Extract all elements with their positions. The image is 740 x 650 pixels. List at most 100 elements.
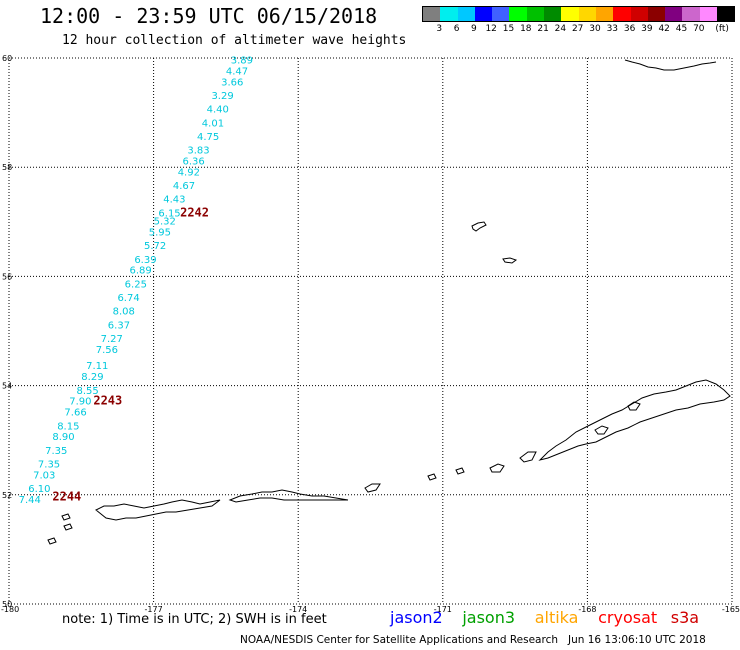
wave-height-label: 8.29 [81, 372, 103, 383]
sat-jason3: jason3 [462, 608, 516, 627]
legend-swatch [509, 7, 527, 21]
wave-height-label: 6.25 [125, 279, 147, 290]
legend-swatch [544, 7, 562, 21]
map-subtitle: 12 hour collection of altimeter wave hei… [62, 33, 407, 48]
wave-height-label: 7.11 [86, 361, 108, 372]
island-e4 [455, 467, 465, 475]
legend-label: 45 [675, 24, 688, 34]
lon-tick-label: -180 [1, 605, 19, 614]
island-st-george [502, 257, 518, 264]
wave-height-label: 3.83 [187, 146, 209, 157]
credit-footer: NOAA/NESDIS Center for Satellite Applica… [240, 634, 706, 646]
island-e3 [489, 463, 505, 473]
wave-height-label: 8.90 [52, 432, 74, 443]
sat-s3a: s3a [670, 608, 700, 627]
wave-height-label: 4.92 [178, 167, 200, 178]
wave-height-label: 7.44 [19, 495, 41, 506]
island-mid [364, 483, 381, 493]
legend-label: 42 [658, 24, 670, 34]
legend-label: 9 [471, 24, 477, 34]
legend-label: 6 [453, 24, 460, 34]
legend-swatch [665, 7, 683, 21]
legend-swatch [630, 7, 648, 21]
legend-label: (ft) [715, 24, 729, 34]
alaska-coast [624, 59, 717, 71]
legend-swatch [647, 7, 666, 21]
island-e2 [519, 451, 537, 463]
lon-tick-label: -174 [289, 605, 307, 614]
aleutian-west [95, 499, 221, 521]
lon-tick-label: -171 [434, 605, 452, 614]
legend-label: 33 [606, 24, 619, 34]
wave-height-label: 7.27 [101, 334, 123, 345]
legend-label: 3 [436, 24, 443, 34]
wave-height-label: 3.66 [221, 77, 243, 88]
legend-labels: 3 6 9 12 15 18 21 24 27 30 33 36 39 42 45 70 (ft) [422, 22, 735, 36]
wave-height-label: 7.35 [38, 460, 60, 471]
wave-height-label: 5.95 [149, 227, 171, 238]
wave-height-label: 5.72 [144, 241, 166, 252]
wave-height-label: 6.39 [134, 255, 156, 266]
legend-label: 70 [693, 24, 705, 34]
wave-height-label: 8.15 [57, 421, 79, 432]
legend-label: 27 [571, 24, 584, 34]
legend-swatch [440, 7, 458, 21]
lat-tick-label: 56 [2, 272, 12, 281]
wave-height-label: 6.89 [130, 266, 152, 277]
wave-height-label: 6.36 [183, 156, 205, 167]
sat-jason2: jason2 [390, 608, 443, 627]
lon-tick-label: -168 [578, 605, 596, 614]
time-labels: 2242 2243 2244 [52, 205, 209, 503]
sat-cryosat: cryosat [598, 608, 658, 627]
legend-swatches [422, 6, 736, 22]
legend-swatch [526, 7, 545, 21]
wave-height-label: 7.35 [45, 446, 67, 457]
wave-height-label: 6.37 [108, 320, 130, 331]
units-note: note: 1) Time is in UTC; 2) SWH is in fe… [62, 612, 327, 627]
aleutian-central [228, 489, 349, 503]
island-w3 [47, 537, 57, 545]
legend-swatch [613, 7, 631, 21]
wave-height-label: 4.01 [202, 118, 224, 129]
island-e1 [594, 425, 609, 435]
map-frame [8, 57, 733, 605]
wave-height-label: 4.75 [197, 132, 219, 143]
wave-height-label: 3.29 [211, 91, 233, 102]
satellite-legend: jason2 jason3 altika cryosat s3a [390, 608, 709, 627]
legend-label: 21 [537, 24, 549, 34]
wave-height-label: 6.15 [158, 208, 180, 219]
legend-label: 15 [502, 24, 515, 34]
legend-label: 30 [589, 24, 601, 34]
wave-height-label: 7.03 [33, 470, 55, 481]
color-legend: 3 6 9 12 15 18 21 24 27 30 33 36 39 42 45 70 (ft) [422, 6, 736, 36]
lat-tick-label: 58 [2, 163, 12, 172]
wave-height-label: 8.55 [76, 386, 98, 397]
island-st-paul [471, 221, 487, 232]
wave-labels: 3.894.473.66 3.29 4.40 4.01 4.75 3.836.364.92… [19, 55, 253, 506]
lat-tick-label: 50 [2, 600, 12, 609]
wave-height-label: 6.10 [28, 484, 50, 495]
legend-swatch [682, 7, 700, 21]
legend-label: 39 [641, 24, 653, 34]
legend-swatch [474, 7, 493, 21]
legend-swatch [578, 7, 596, 21]
lat-tick-label: 54 [2, 382, 12, 391]
legend-swatch [595, 7, 614, 21]
island-w2 [63, 523, 73, 531]
wave-height-label: 4.40 [207, 105, 229, 116]
lon-tick-label: -177 [145, 605, 163, 614]
legend-swatch [717, 7, 735, 21]
legend-label: 24 [554, 24, 567, 34]
gridlines [8, 57, 733, 605]
wave-height-label: 8.08 [113, 307, 135, 318]
legend-swatch [457, 7, 475, 21]
wave-height-label: 4.67 [173, 181, 195, 192]
legend-swatch [699, 7, 718, 21]
legend-label: 36 [623, 24, 636, 34]
wave-height-label: 7.56 [96, 345, 118, 356]
wave-height-label: 7.90 [69, 397, 91, 408]
wave-height-label: 6.74 [117, 293, 139, 304]
legend-swatch [561, 7, 579, 21]
wave-height-label: 4.47 [226, 66, 248, 77]
